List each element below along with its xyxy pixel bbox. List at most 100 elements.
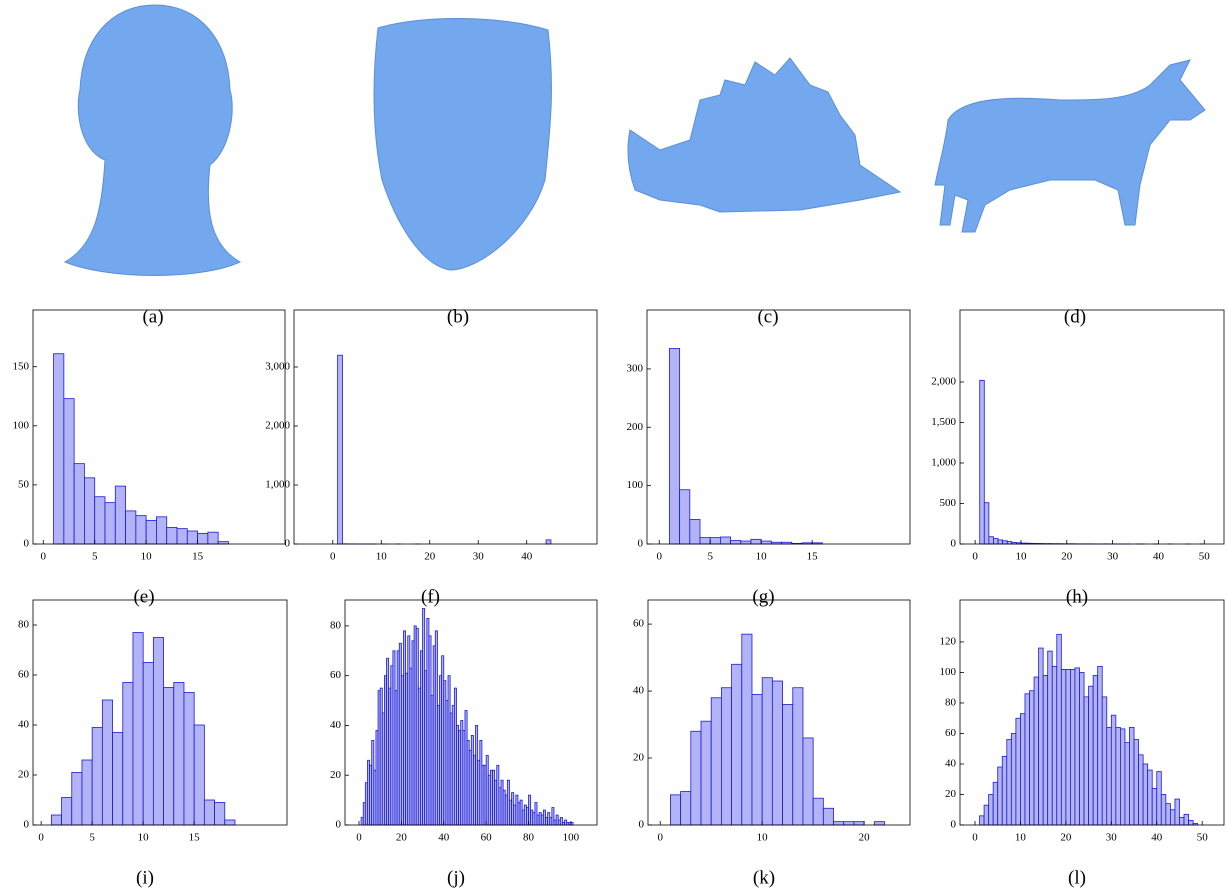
bar bbox=[126, 511, 136, 544]
x-tick-label: 10 bbox=[141, 551, 153, 563]
x-tick-label: 100 bbox=[563, 832, 580, 844]
bar bbox=[208, 532, 218, 544]
chart-caption: (l) bbox=[1068, 867, 1086, 888]
bar bbox=[1093, 676, 1098, 825]
chart-caption: (i) bbox=[136, 867, 154, 888]
y-tick-label: 200 bbox=[627, 421, 644, 433]
bar bbox=[153, 638, 163, 826]
bar bbox=[721, 688, 731, 825]
chart-caption: (g) bbox=[752, 586, 774, 607]
bar bbox=[64, 399, 74, 544]
bar bbox=[156, 517, 166, 544]
y-tick-label: 300 bbox=[627, 362, 644, 374]
bar bbox=[772, 681, 782, 825]
y-tick-label: 1,000 bbox=[931, 457, 956, 469]
bar bbox=[710, 538, 720, 544]
bar bbox=[1189, 820, 1194, 825]
bar bbox=[133, 633, 143, 826]
x-tick-label: 80 bbox=[523, 832, 535, 844]
chart-caption: (e) bbox=[133, 586, 154, 607]
x-tick-label: 60 bbox=[481, 832, 493, 844]
bar bbox=[989, 537, 994, 544]
y-tick-label: 60 bbox=[633, 618, 645, 630]
y-tick-label: 1,500 bbox=[931, 416, 956, 428]
render-dinosaur bbox=[628, 58, 900, 212]
y-tick-label: 0 bbox=[24, 819, 30, 831]
bar bbox=[1148, 770, 1153, 825]
bar bbox=[874, 822, 884, 825]
y-tick-label: 0 bbox=[638, 538, 644, 550]
chart-caption: (h) bbox=[1066, 586, 1088, 607]
x-tick-label: 0 bbox=[41, 551, 47, 563]
y-tick-label: 60 bbox=[945, 727, 957, 739]
bar bbox=[174, 683, 184, 826]
y-tick-label: 20 bbox=[945, 788, 957, 800]
x-tick-label: 20 bbox=[1060, 832, 1072, 844]
x-tick-label: 50 bbox=[1197, 832, 1209, 844]
x-tick-label: 40 bbox=[438, 832, 450, 844]
x-tick-label: 20 bbox=[396, 832, 408, 844]
bar bbox=[670, 795, 680, 825]
bar bbox=[1025, 694, 1030, 825]
x-tick-label: 5 bbox=[707, 551, 713, 563]
y-tick-label: 0 bbox=[951, 819, 957, 831]
bar bbox=[115, 486, 125, 544]
page: (a)(b)(c)(d)050100150051015(e)01,0002,00… bbox=[0, 0, 1227, 891]
image-caption: (d) bbox=[1064, 306, 1086, 327]
bar bbox=[1011, 733, 1016, 825]
y-tick-label: 0 bbox=[24, 538, 30, 550]
x-tick-label: 0 bbox=[972, 551, 978, 563]
bar bbox=[62, 798, 72, 826]
bar bbox=[993, 538, 998, 544]
bar bbox=[1143, 764, 1148, 825]
y-tick-label: 80 bbox=[18, 619, 30, 631]
bar bbox=[164, 688, 174, 826]
x-tick-label: 10 bbox=[138, 832, 150, 844]
bar bbox=[143, 663, 153, 826]
bar bbox=[803, 738, 813, 825]
bar bbox=[834, 822, 844, 825]
y-tick-label: 120 bbox=[940, 635, 957, 647]
bar bbox=[54, 354, 64, 544]
bar bbox=[1139, 755, 1144, 825]
y-tick-label: 80 bbox=[945, 696, 957, 708]
y-tick-label: 2,000 bbox=[931, 376, 956, 388]
render-head bbox=[65, 5, 240, 276]
y-tick-label: 0 bbox=[951, 538, 957, 550]
bar bbox=[998, 540, 1003, 544]
bar bbox=[1152, 788, 1157, 825]
bar bbox=[1057, 634, 1062, 825]
bar bbox=[989, 794, 994, 825]
bar bbox=[793, 688, 803, 825]
x-tick-label: 20 bbox=[1061, 551, 1073, 563]
y-tick-label: 0 bbox=[336, 819, 342, 831]
bar bbox=[761, 541, 771, 544]
y-tick-label: 60 bbox=[330, 669, 342, 681]
bar bbox=[198, 533, 208, 544]
y-tick-label: 40 bbox=[633, 685, 645, 697]
bar bbox=[546, 540, 551, 544]
bar bbox=[1066, 669, 1071, 825]
bar bbox=[1179, 817, 1184, 825]
bar bbox=[669, 349, 679, 544]
y-tick-label: 20 bbox=[18, 769, 30, 781]
x-tick-label: 10 bbox=[756, 551, 768, 563]
bar bbox=[751, 539, 761, 544]
y-tick-label: 150 bbox=[13, 360, 30, 372]
x-tick-label: 30 bbox=[1107, 551, 1119, 563]
x-tick-label: 50 bbox=[1199, 551, 1211, 563]
bar bbox=[1170, 810, 1175, 825]
x-tick-label: 20 bbox=[424, 551, 436, 563]
bar bbox=[742, 634, 752, 825]
bar bbox=[701, 721, 711, 825]
y-tick-label: 100 bbox=[627, 479, 644, 491]
bar bbox=[980, 816, 985, 825]
y-tick-label: 20 bbox=[330, 769, 342, 781]
x-tick-label: 10 bbox=[376, 551, 388, 563]
bar bbox=[1034, 677, 1039, 825]
bar bbox=[980, 380, 985, 544]
bar bbox=[1116, 727, 1121, 825]
bar bbox=[338, 355, 343, 544]
y-tick-label: 50 bbox=[18, 478, 30, 490]
bar bbox=[167, 527, 177, 544]
